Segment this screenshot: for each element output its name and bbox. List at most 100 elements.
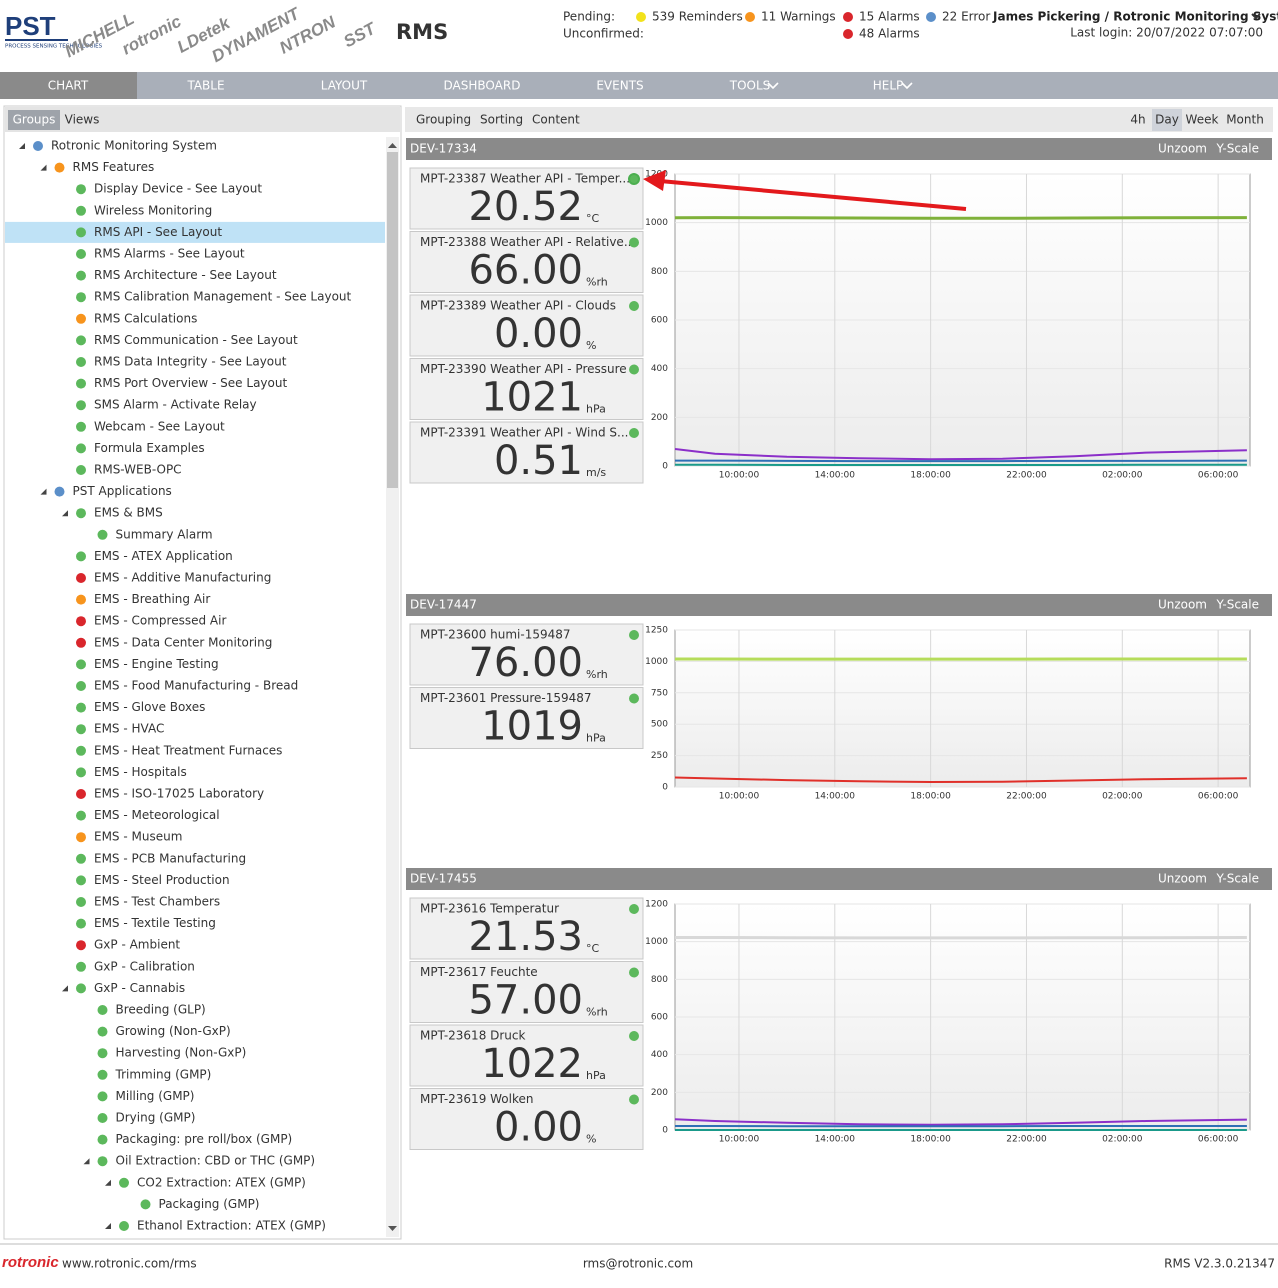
tree-item[interactable]: EMS - PCB Manufacturing — [94, 851, 246, 865]
device-action[interactable]: Y-Scale — [1215, 142, 1259, 156]
tree-item[interactable]: Packaging (GMP) — [159, 1197, 260, 1211]
tree-item[interactable]: Milling (GMP) — [116, 1089, 195, 1103]
device-action[interactable]: Y-Scale — [1215, 872, 1259, 886]
tree-item[interactable]: EMS - Compressed Air — [94, 614, 226, 628]
pending-count[interactable]: 539 Reminders — [652, 10, 743, 24]
tree-item[interactable]: Summary Alarm — [116, 527, 213, 541]
sensor-tile[interactable] — [409, 687, 644, 749]
tree-item[interactable]: Ethanol Extraction: ATEX (GMP) — [137, 1219, 326, 1233]
pending-count[interactable]: 11 Warnings — [761, 10, 836, 24]
nav-item[interactable]: TOOLS — [729, 79, 771, 93]
tree-item[interactable]: RMS API - See Layout — [94, 225, 222, 239]
tree-item[interactable]: EMS - Hospitals — [94, 765, 187, 779]
tree-item[interactable]: RMS-WEB-OPC — [94, 463, 182, 477]
tree-item[interactable]: GxP - Calibration — [94, 959, 195, 973]
sensor-tile[interactable] — [409, 231, 644, 293]
tree-item[interactable]: CO2 Extraction: ATEX (GMP) — [137, 1175, 306, 1189]
tree-item[interactable]: EMS - Glove Boxes — [94, 700, 205, 714]
tree-toggle[interactable] — [62, 510, 68, 517]
tree-item[interactable]: Trimming (GMP) — [115, 1067, 212, 1081]
tree-item[interactable]: EMS - Meteorological — [94, 808, 220, 822]
unconfirmed-count[interactable]: 48 Alarms — [859, 27, 920, 41]
tree-item[interactable]: Breeding (GLP) — [116, 1003, 206, 1017]
sensor-tile[interactable] — [409, 623, 644, 686]
user-name[interactable]: James Pickering / Rotronic Monitoring Sy… — [992, 10, 1278, 24]
nav-item[interactable]: EVENTS — [596, 79, 643, 93]
sensor-tile[interactable] — [409, 961, 644, 1023]
sidebar-tab[interactable]: Groups — [13, 113, 56, 127]
sensor-tile[interactable] — [409, 421, 644, 484]
tree-item[interactable]: Oil Extraction: CBD or THC (GMP) — [116, 1154, 316, 1168]
tree-item[interactable]: RMS Data Integrity - See Layout — [94, 355, 287, 369]
sensor-tile[interactable] — [409, 167, 644, 230]
tree-toggle[interactable] — [40, 488, 47, 495]
tree-toggle[interactable] — [40, 164, 47, 171]
nav-chevron[interactable] — [767, 82, 779, 90]
tree-item[interactable]: RMS Calculations — [94, 311, 197, 325]
pending-count[interactable]: 22 Error — [942, 10, 990, 24]
tree-item[interactable]: EMS - ISO-17025 Laboratory — [94, 787, 264, 801]
tree-toggle[interactable] — [62, 985, 68, 992]
tree-item[interactable]: Formula Examples — [94, 441, 205, 455]
tree-item[interactable]: EMS - Museum — [94, 830, 182, 844]
scrollbar-thumb[interactable] — [387, 152, 398, 488]
tree-item[interactable]: EMS - Data Center Monitoring — [94, 635, 272, 649]
device-action[interactable]: Y-Scale — [1215, 598, 1259, 612]
tree-item[interactable]: GxP - Cannabis — [94, 981, 185, 995]
tree-item[interactable]: SMS Alarm - Activate Relay — [94, 398, 257, 412]
sensor-tile[interactable] — [409, 897, 644, 960]
tree-item[interactable]: Growing (Non-GxP) — [116, 1024, 231, 1038]
tree-item[interactable]: EMS - Food Manufacturing - Bread — [94, 679, 298, 693]
tree-item[interactable]: Rotronic Monitoring System — [51, 139, 217, 153]
tree-item[interactable]: EMS - Textile Testing — [94, 916, 216, 930]
tree-item[interactable]: PST Applications — [73, 484, 172, 498]
tree-item[interactable]: RMS Port Overview - See Layout — [94, 376, 287, 390]
device-action[interactable]: Unzoom — [1158, 598, 1207, 612]
tree-item[interactable]: Harvesting (Non-GxP) — [116, 1046, 247, 1060]
tree-item[interactable]: Display Device - See Layout — [94, 182, 262, 196]
device-action[interactable]: Unzoom — [1158, 142, 1207, 156]
tree-item[interactable]: RMS Calibration Management - See Layout — [94, 290, 352, 304]
tree-toggle[interactable] — [83, 1158, 90, 1165]
nav-item[interactable]: TABLE — [186, 79, 224, 93]
nav-item[interactable]: HELP — [873, 79, 904, 93]
user-menu-chevron[interactable] — [1251, 13, 1261, 20]
sensor-tile[interactable] — [409, 358, 644, 420]
nav-chevron[interactable] — [901, 82, 913, 90]
tree-toggle[interactable] — [105, 1179, 111, 1186]
range-button[interactable]: Month — [1226, 113, 1264, 127]
range-button[interactable]: 4h — [1130, 113, 1145, 127]
toolbar-item[interactable]: Sorting — [480, 113, 523, 127]
tree-toggle[interactable] — [105, 1223, 111, 1229]
tree-item[interactable]: EMS - Steel Production — [94, 873, 230, 887]
nav-item[interactable]: CHART — [48, 79, 89, 93]
tree-item[interactable]: Webcam - See Layout — [94, 419, 225, 433]
tree-item[interactable]: Drying (GMP) — [116, 1111, 196, 1125]
device-action[interactable]: Unzoom — [1158, 872, 1207, 886]
tree-item[interactable]: EMS - HVAC — [94, 722, 164, 736]
tree-item[interactable]: RMS Architecture - See Layout — [94, 268, 277, 282]
nav-item[interactable]: LAYOUT — [321, 79, 368, 93]
tree-item[interactable]: EMS - Additive Manufacturing — [94, 571, 271, 585]
pending-count[interactable]: 15 Alarms — [859, 10, 920, 24]
nav-item[interactable]: DASHBOARD — [444, 79, 521, 93]
sensor-tile[interactable] — [409, 294, 644, 357]
sidebar-tab[interactable]: Views — [65, 113, 100, 127]
tree-item[interactable]: EMS - ATEX Application — [94, 549, 233, 563]
tree-item[interactable]: RMS Communication - See Layout — [94, 333, 298, 347]
tree-item[interactable]: Packaging: pre roll/box (GMP) — [116, 1132, 293, 1146]
range-button[interactable]: Day — [1155, 113, 1179, 127]
tree-item[interactable]: EMS - Engine Testing — [94, 657, 219, 671]
tree-item[interactable]: EMS - Heat Treatment Furnaces — [94, 743, 282, 757]
tree-item[interactable]: EMS - Test Chambers — [94, 895, 220, 909]
tree-item[interactable]: EMS & BMS — [94, 506, 163, 520]
tree-item[interactable]: EMS - Breathing Air — [94, 592, 210, 606]
tree-item[interactable]: Wireless Monitoring — [94, 203, 212, 217]
sensor-tile[interactable] — [409, 1024, 644, 1087]
tree-item[interactable]: GxP - Ambient — [94, 938, 180, 952]
range-button[interactable]: Week — [1186, 113, 1219, 127]
tree-item[interactable]: RMS Alarms - See Layout — [94, 247, 245, 261]
sensor-tile[interactable] — [409, 1088, 644, 1150]
toolbar-item[interactable]: Grouping — [416, 113, 471, 127]
tree-toggle[interactable] — [19, 143, 25, 149]
